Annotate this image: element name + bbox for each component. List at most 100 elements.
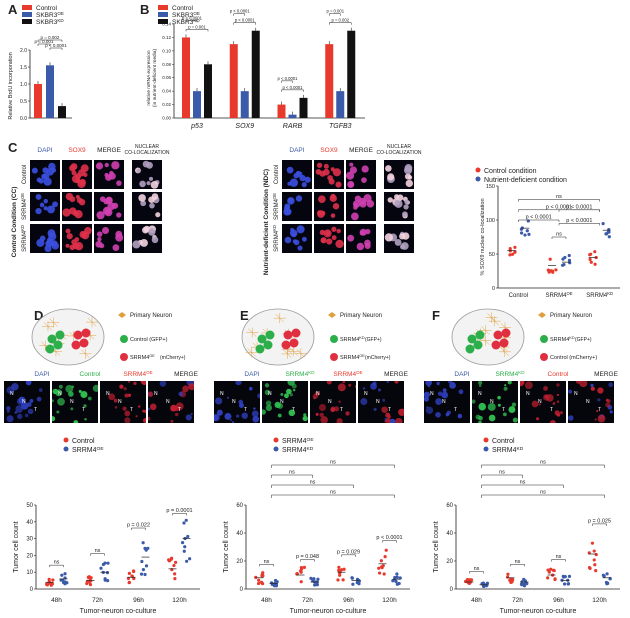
- fluor-speck: [458, 389, 464, 395]
- fluor-speck: [170, 419, 174, 423]
- significance-bracket: [518, 199, 600, 202]
- fluor-speck: [385, 418, 391, 423]
- bar: [46, 65, 54, 118]
- micro-tile: [94, 160, 124, 189]
- y-tick-label: 100: [486, 218, 495, 224]
- cell-nucleus: [284, 236, 292, 244]
- micro-annotation: N: [442, 399, 446, 405]
- neuron-icon: [273, 313, 286, 324]
- gfp-cell: [265, 330, 275, 340]
- cell-nucleus: [295, 170, 301, 176]
- schematic-label: (GFP+): [575, 337, 592, 343]
- cell-nucleus: [111, 161, 120, 170]
- significance-bracket: [329, 22, 352, 25]
- fluor-speck: [449, 381, 456, 389]
- fluor-speck: [38, 388, 43, 392]
- neuron-icon: [86, 317, 99, 328]
- mcherry-cell: [71, 340, 81, 350]
- y-tick-label: 0.0: [20, 116, 27, 122]
- data-point: [337, 568, 341, 572]
- data-point: [132, 576, 136, 581]
- fluor-speck: [159, 381, 167, 387]
- cell-nucleus: [47, 229, 56, 238]
- micro-row-label: SRRM4OE: [272, 193, 281, 220]
- p-value: ns: [474, 566, 480, 572]
- significance-bracket: [271, 494, 395, 498]
- data-point: [566, 578, 570, 582]
- micro-tile: N N T: [358, 381, 404, 423]
- data-point: [127, 571, 131, 575]
- neuron-icon: [41, 321, 54, 332]
- fluor-speck: [216, 409, 223, 416]
- p-value: ns: [540, 490, 546, 496]
- cell-nucleus: [96, 211, 105, 220]
- data-point: [562, 582, 567, 586]
- p-value: p = 0.025: [588, 518, 611, 524]
- fluor-speck: [478, 384, 482, 388]
- data-point: [103, 577, 107, 581]
- cell-nucleus: [95, 240, 103, 248]
- data-point: [103, 561, 107, 565]
- y-axis-label: Tumor cell count: [223, 521, 230, 573]
- x-tick-label: SRRM4OE: [545, 291, 572, 300]
- fluor-speck: [442, 388, 447, 393]
- p-value: ns: [556, 194, 562, 200]
- cell-nucleus: [317, 210, 325, 218]
- legend-label: SRRM4KD: [282, 446, 314, 455]
- fluor-speck: [214, 413, 220, 422]
- fluor-speck: [511, 402, 517, 407]
- cell-nucleus: [149, 202, 155, 209]
- data-point: [566, 582, 571, 586]
- data-point: [567, 258, 572, 262]
- cell-nucleus: [289, 178, 299, 187]
- y-tick-label: 0.10: [162, 48, 171, 53]
- micro-annotation: N: [118, 399, 122, 405]
- cell-nucleus: [358, 197, 366, 205]
- y-tick-label: 20: [446, 559, 453, 565]
- micro-tile: [30, 160, 60, 189]
- legend-swatch: [158, 12, 168, 17]
- fluor-speck: [556, 413, 561, 417]
- schematic-label: (mCherry+): [365, 355, 391, 361]
- cell-nucleus: [335, 239, 344, 249]
- fluor-speck: [597, 387, 604, 394]
- mcherry-cell: [73, 330, 83, 340]
- micro-annotation: T: [340, 407, 343, 413]
- data-point: [607, 235, 611, 239]
- neuron-icon: [488, 316, 501, 327]
- y-tick-label: 2.0: [20, 48, 27, 54]
- p-value: p = 0.048: [296, 554, 319, 560]
- p-value: p < 0.0001: [278, 76, 299, 81]
- data-point: [180, 540, 185, 545]
- significance-bracket: [49, 47, 63, 50]
- fluor-speck: [531, 400, 539, 408]
- mcherry-cell: [79, 338, 89, 348]
- fluor-speck: [148, 391, 154, 398]
- micro-tile: N N T: [4, 381, 50, 423]
- x-tick-label: 48h: [261, 597, 272, 604]
- panel-label-e: E: [240, 308, 249, 323]
- data-point: [527, 232, 531, 236]
- fluor-speck: [330, 407, 336, 413]
- data-point: [350, 576, 354, 580]
- data-point: [106, 579, 110, 583]
- legend-label: SRRM4OE: [282, 437, 314, 446]
- data-point: [88, 583, 93, 587]
- micro-tile: N N T: [520, 381, 566, 423]
- legend-label: SKBR3OE: [36, 11, 64, 20]
- fluor-speck: [83, 404, 87, 408]
- mcherry-cell: [283, 330, 293, 340]
- y-tick-label: 0: [240, 587, 244, 593]
- cell-nucleus: [331, 235, 337, 241]
- fluor-speck: [174, 405, 180, 412]
- x-tick-label: SRRM4KD: [586, 291, 613, 300]
- legend-label: Nutrient-deficient condition: [484, 177, 567, 184]
- fluor-speck: [487, 402, 496, 411]
- cell-nucleus: [155, 212, 161, 218]
- cell-nucleus: [325, 231, 331, 236]
- data-point: [144, 564, 149, 568]
- cell-nucleus: [116, 180, 122, 186]
- fluor-speck: [348, 383, 352, 387]
- fluor-speck: [87, 396, 92, 401]
